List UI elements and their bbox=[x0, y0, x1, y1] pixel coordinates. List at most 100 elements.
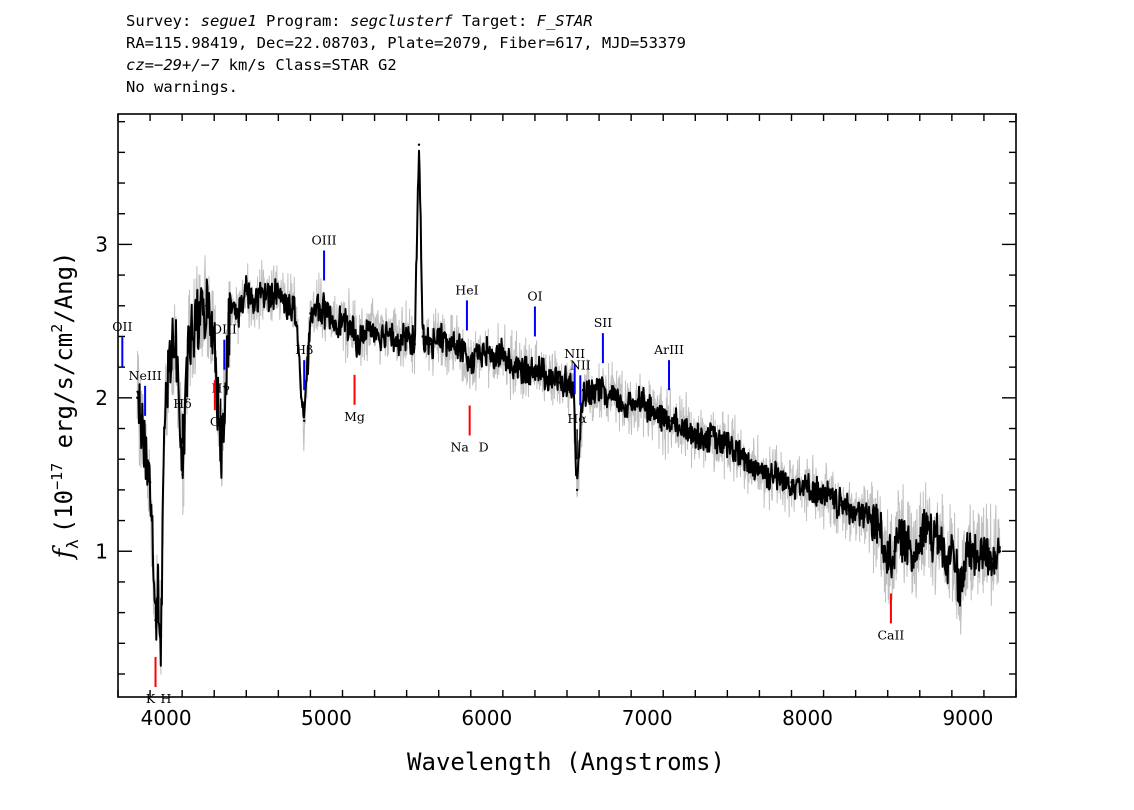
spectrum-point bbox=[670, 419, 673, 422]
spectrum-point bbox=[349, 327, 352, 330]
spectrum-point bbox=[261, 289, 264, 292]
header-redshift-line: cz=−29+/−7 km/s Class=STAR G2 bbox=[126, 54, 686, 76]
spectral-line-label: NII bbox=[564, 346, 585, 361]
spectral-line-label: D bbox=[479, 440, 489, 455]
spectrum-point bbox=[445, 342, 448, 346]
spectrum-point bbox=[333, 319, 336, 323]
spectral-line-label: Mg bbox=[344, 409, 365, 424]
spectrum-point bbox=[413, 342, 416, 346]
spectrum-point bbox=[974, 557, 978, 561]
spectrum-point bbox=[830, 496, 833, 499]
spectrum-point bbox=[605, 396, 609, 399]
spectrum-point bbox=[966, 550, 970, 553]
y-axis-label-exp2: 2 bbox=[48, 324, 66, 333]
spectrum-point bbox=[734, 450, 737, 453]
spectrum-point bbox=[822, 496, 825, 499]
spectrum-point bbox=[846, 504, 849, 507]
spectral-line-label: Hγ bbox=[211, 381, 229, 396]
spectral-line-label: CaII bbox=[877, 627, 904, 642]
header-coordinates-line: RA=115.98419, Dec=22.08703, Plate=2079, … bbox=[126, 34, 686, 52]
spectral-line-label: K bbox=[146, 691, 156, 706]
header-warnings-line: No warnings. bbox=[126, 78, 238, 96]
spectrum-point bbox=[205, 304, 208, 307]
spectral-line-label: HeI bbox=[455, 282, 478, 297]
spectral-line-label: SII bbox=[594, 315, 613, 330]
spectrum-point bbox=[277, 289, 280, 292]
survey-label: Survey: bbox=[126, 12, 201, 30]
x-tick-label: 7000 bbox=[622, 706, 673, 730]
spectrum-point bbox=[899, 534, 902, 538]
spectrum-point bbox=[629, 404, 633, 407]
spectrum-point bbox=[893, 550, 896, 553]
spectral-line-label: Hα bbox=[567, 411, 587, 426]
spectrum-point bbox=[461, 350, 464, 353]
spectrum-point bbox=[269, 296, 272, 300]
spectrum-point bbox=[581, 389, 585, 392]
spectral-line-label: NeIII bbox=[129, 368, 162, 383]
spectrum-point bbox=[742, 458, 745, 461]
spectrum-point bbox=[533, 365, 537, 369]
spectrum-point bbox=[945, 573, 949, 576]
spectrum-header: Survey: segue1 Program: segclusterf Targ… bbox=[126, 10, 686, 98]
spectrum-point bbox=[613, 396, 617, 399]
y-axis-label-mid: erg/s/cm bbox=[50, 333, 78, 463]
spectrum-point bbox=[912, 557, 915, 561]
spectrum-point bbox=[229, 304, 232, 307]
spectrum-point bbox=[862, 511, 865, 515]
spectral-line-label: Na bbox=[450, 440, 469, 455]
spectrum-point bbox=[726, 442, 729, 446]
spectrum-point bbox=[156, 596, 160, 599]
spectrum-point bbox=[168, 358, 171, 361]
spectrum-point bbox=[654, 412, 657, 415]
spectrum-point bbox=[365, 327, 368, 330]
spectrum-point bbox=[854, 511, 857, 515]
target-value: F_STAR bbox=[536, 12, 593, 30]
spectrum-point bbox=[325, 312, 328, 315]
spectrum-point bbox=[317, 304, 320, 307]
spectrum-point bbox=[485, 350, 488, 353]
spectral-line-label: OIII bbox=[212, 322, 237, 337]
survey-value: segue1 bbox=[200, 12, 257, 30]
spectrum-point bbox=[549, 373, 553, 376]
spectrum-point bbox=[662, 419, 665, 422]
spectrum-point bbox=[950, 542, 954, 545]
cz-value: −29+/−7 bbox=[154, 56, 220, 74]
spectrum-point bbox=[541, 373, 545, 376]
spectral-line-label: Hδ bbox=[173, 396, 191, 411]
spectrum-point bbox=[806, 488, 809, 492]
axis-ticks: 4000 5000 6000 7000 8000 9000 1 2 3 bbox=[95, 114, 1017, 730]
y-axis-label-post: /Ang) bbox=[50, 251, 78, 323]
spectral-line-label: Hβ bbox=[295, 342, 313, 357]
spectrum-point bbox=[381, 335, 384, 338]
spectrum-point bbox=[782, 481, 785, 484]
spectrum-point bbox=[197, 319, 200, 323]
spectrum-point bbox=[253, 304, 256, 307]
spectrum-point bbox=[694, 435, 697, 438]
spectrum-point bbox=[798, 481, 801, 484]
spectral-line-label: NII bbox=[570, 357, 591, 372]
spectrum-point bbox=[525, 373, 529, 376]
x-tick-label: 5000 bbox=[301, 706, 352, 730]
spectrum-point bbox=[597, 389, 601, 392]
spectrum-point bbox=[285, 304, 288, 307]
spectrum-point bbox=[517, 365, 521, 369]
spectrum-point bbox=[159, 634, 163, 637]
x-axis-label: Wavelength (Angstroms) bbox=[407, 748, 725, 776]
spectrum-point bbox=[509, 365, 513, 369]
spectrum-point bbox=[589, 396, 593, 399]
spectrum-point bbox=[710, 435, 713, 438]
spectrum-point bbox=[702, 435, 705, 438]
spectrum-point bbox=[477, 350, 480, 353]
spectrum-point bbox=[750, 465, 753, 469]
spectrum-point bbox=[174, 335, 177, 338]
spectrum-point bbox=[686, 427, 689, 430]
y-axis-label-lambda: λ bbox=[63, 539, 82, 549]
spectrum-point bbox=[758, 465, 761, 469]
spectrum-point bbox=[154, 619, 157, 622]
spectrum-point bbox=[187, 342, 190, 346]
spectrum-point bbox=[405, 335, 408, 338]
spectrum-point bbox=[453, 342, 456, 346]
x-tick-label: 6000 bbox=[461, 706, 512, 730]
x-tick-label: 8000 bbox=[782, 706, 833, 730]
spectrum-point bbox=[303, 419, 306, 422]
